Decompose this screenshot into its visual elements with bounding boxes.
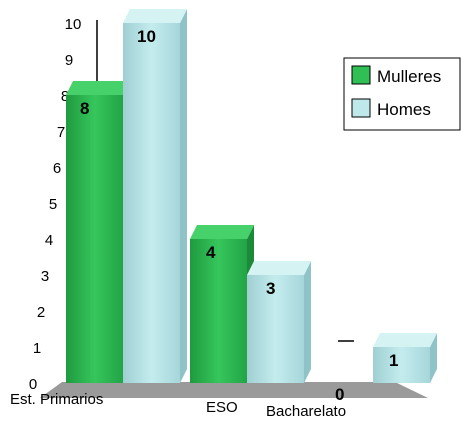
data-label-homes-bacharelato: 1: [389, 351, 398, 370]
y-tick-label: 0: [29, 376, 37, 393]
y-tick-label: 5: [49, 196, 57, 213]
category-labels: Est. Primarios ESO Bacharelato: [10, 391, 346, 420]
y-tick-label: 7: [57, 124, 65, 141]
bar-homes-bacharelato: [373, 333, 437, 383]
y-axis-ticks: 0 1 2 3 4 5 6 7 8 9 10: [29, 16, 82, 393]
category-label-eso: ESO: [206, 399, 238, 416]
bar-mulleres-eso: [190, 225, 254, 383]
category-label-bacharelato: Bacharelato: [266, 403, 346, 420]
y-tick-label: 3: [41, 268, 49, 285]
data-label-mulleres-bacharelato: 0: [335, 385, 344, 404]
bars-layer: [66, 9, 437, 383]
y-tick-label: 6: [53, 160, 61, 177]
bar-mulleres-est-primarios: [66, 81, 130, 383]
data-labels: 8 10 4 3 0 1: [80, 27, 398, 404]
legend-swatch-homes: [351, 98, 371, 118]
data-label-mulleres-est-primarios: 8: [80, 99, 89, 118]
legend: Mulleres Homes: [343, 57, 461, 131]
y-tick-label: 1: [33, 340, 41, 357]
legend-label-mulleres: Mulleres: [377, 67, 441, 86]
y-tick-label: 4: [45, 232, 53, 249]
bar-homes-est-primarios: [123, 9, 187, 383]
bar-homes-eso: [247, 261, 311, 383]
data-label-mulleres-eso: 4: [206, 243, 216, 262]
y-tick-label: 10: [65, 16, 82, 33]
chart-floor: [40, 382, 428, 398]
legend-swatch-mulleres: [351, 65, 371, 85]
y-tick-label: 8: [61, 88, 69, 105]
y-tick-label: 2: [37, 304, 45, 321]
category-label-est-primarios: Est. Primarios: [10, 391, 103, 408]
data-label-homes-est-primarios: 10: [137, 27, 156, 46]
data-label-homes-eso: 3: [266, 279, 275, 298]
legend-label-homes: Homes: [377, 100, 431, 119]
chart-floor-plane: [40, 382, 428, 398]
y-tick-label: 9: [65, 52, 73, 69]
